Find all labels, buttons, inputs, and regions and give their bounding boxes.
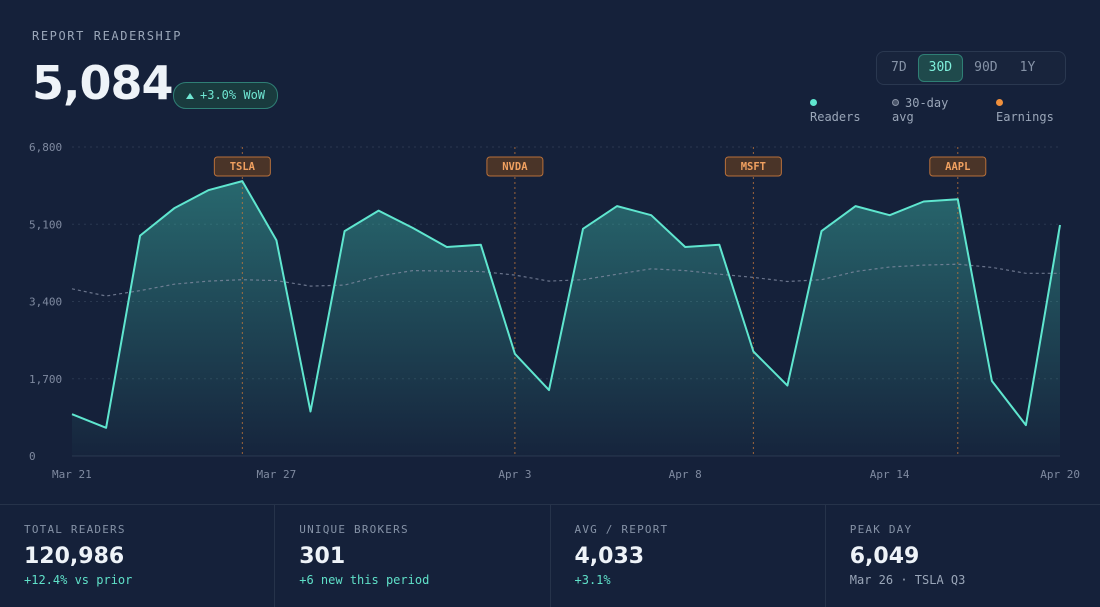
legend-earnings-label: Earnings xyxy=(996,110,1054,124)
stat-total-readers: TOTAL READERS 120,986 +12.4% vs prior xyxy=(0,505,276,607)
x-tick-label: Mar 27 xyxy=(257,468,297,481)
average-dot-icon xyxy=(892,99,899,106)
earnings-marker-tag xyxy=(929,156,987,177)
legend-earnings: Earnings xyxy=(996,96,1054,124)
stat-label: TOTAL READERS xyxy=(24,523,126,536)
readers-area xyxy=(72,181,1060,456)
y-tick-label: 6,800 xyxy=(29,141,62,154)
earnings-marker-label: NVDA xyxy=(502,161,528,173)
wow-change-text: +3.0% WoW xyxy=(200,88,266,102)
stat-value: 120,986 xyxy=(24,544,125,569)
y-tick-label: 0 xyxy=(29,450,36,463)
stat-delta: +12.4% vs prior xyxy=(24,573,133,587)
earnings-marker-tag xyxy=(486,156,544,177)
y-tick-label: 3,400 xyxy=(29,296,62,309)
y-tick-label: 5,100 xyxy=(29,218,62,231)
wow-change-badge: +3.0% WoW xyxy=(173,82,279,109)
stat-avg-per-report: AVG / REPORT 4,033 +3.1% xyxy=(551,505,826,607)
legend-average-label: 30-day avg xyxy=(892,96,949,124)
range-option-7d[interactable]: 7D xyxy=(891,60,907,75)
stat-label: PEAK DAY xyxy=(849,523,913,536)
stat-value: 6,049 xyxy=(849,544,920,569)
stat-label: AVG / REPORT xyxy=(574,523,669,536)
range-option-1y[interactable]: 1Y xyxy=(1019,60,1036,75)
earnings-dot-icon xyxy=(996,99,1003,106)
x-tick-label: Apr 20 xyxy=(1040,468,1080,481)
summary-stats: TOTAL READERS 120,986 +12.4% vs prior UN… xyxy=(0,504,1100,607)
range-option-30d[interactable]: 30D xyxy=(917,54,964,82)
range-selector: 7D 30D 90D 1Y xyxy=(876,51,1066,85)
stat-detail: Mar 26 · TSLA Q3 xyxy=(849,573,966,587)
legend-readers-label: Readers xyxy=(810,110,861,124)
current-readers-value: 5,084 xyxy=(32,56,174,110)
readers-series-line xyxy=(71,180,1061,429)
stat-delta: +3.1% xyxy=(574,573,611,587)
average-series-line xyxy=(71,263,1060,297)
stat-value: 301 xyxy=(299,544,346,569)
stat-delta: +6 new this period xyxy=(299,573,430,587)
earnings-marker-tag xyxy=(724,156,782,177)
card-title: REPORT READERSHIP xyxy=(32,29,183,43)
readers-dot-icon xyxy=(810,99,817,106)
x-tick-label: Mar 21 xyxy=(52,468,92,481)
x-tick-label: Apr 8 xyxy=(669,468,702,481)
readership-chart: 0 1,700 3,400 5,100 6,800 Mar 21 Mar 27 Apr 3 Ap… xyxy=(29,141,1080,481)
legend-readers: Readers xyxy=(810,96,861,124)
range-option-90d[interactable]: 90D xyxy=(974,60,998,75)
up-arrow-icon xyxy=(186,92,194,99)
x-tick-label: Apr 14 xyxy=(870,468,910,481)
legend-average: 30-day avg xyxy=(892,96,962,124)
stat-peak-day: PEAK DAY 6,049 Mar 26 · TSLA Q3 xyxy=(826,505,1100,607)
stat-unique-brokers: UNIQUE BROKERS 301 +6 new this period xyxy=(275,505,551,607)
earnings-marker-label: AAPL xyxy=(945,161,970,173)
y-tick-label: 1,700 xyxy=(29,373,62,386)
earnings-marker-label: TSLA xyxy=(230,161,256,173)
x-tick-label: Apr 3 xyxy=(498,468,531,481)
earnings-marker-label: MSFT xyxy=(741,161,766,173)
stat-value: 4,033 xyxy=(574,544,645,569)
earnings-marker-tag xyxy=(213,156,271,177)
stat-label: UNIQUE BROKERS xyxy=(299,523,409,536)
